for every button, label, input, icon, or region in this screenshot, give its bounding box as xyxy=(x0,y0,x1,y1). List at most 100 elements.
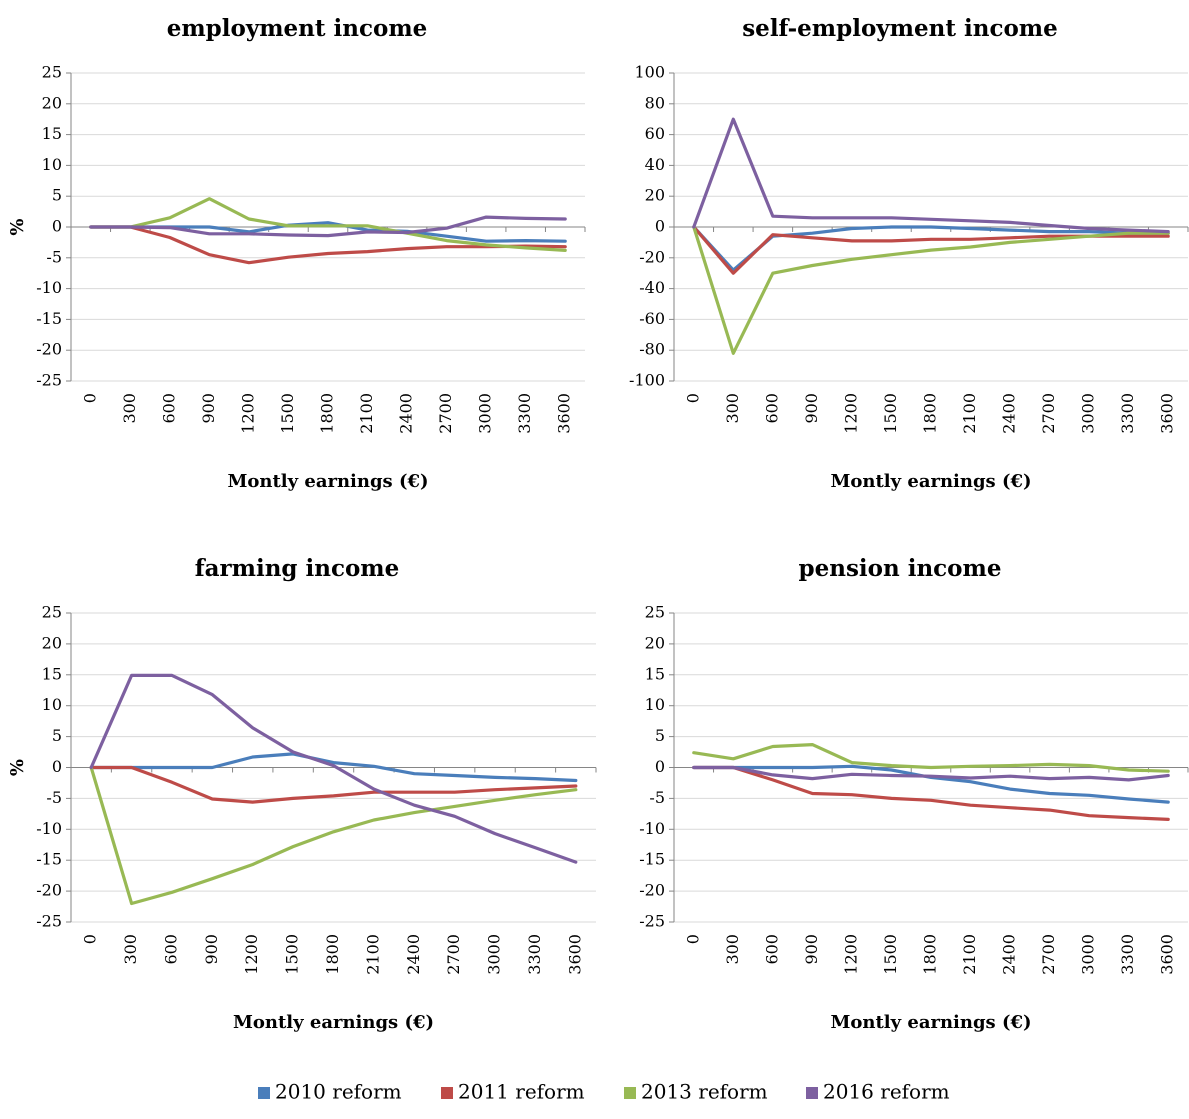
legend-item-2011-reform: 2011 reform xyxy=(441,1080,585,1104)
chart-legend: 2010 reform 2011 reform 2013 reform 2016 re… xyxy=(258,1080,950,1104)
y-tick-label: 20 xyxy=(42,93,62,112)
x-tick-label: 2100 xyxy=(960,393,979,434)
x-tick-label: 1800 xyxy=(318,393,337,434)
y-tick-label: -5 xyxy=(649,788,665,807)
x-tick-label: 3600 xyxy=(555,393,574,434)
chart-panel-farming-income: farming income 25 20 15 10 5 0 -5 -10 -15 -20 -25 0 3… xyxy=(7,555,597,1033)
x-tick-label: 3000 xyxy=(485,934,504,975)
y-tick-label: 100 xyxy=(634,63,665,82)
x-tick-label: 1200 xyxy=(242,934,261,975)
x-tick-label: 0 xyxy=(81,934,100,944)
x-tick-label: 600 xyxy=(762,393,781,424)
x-tick-label: 0 xyxy=(683,934,702,944)
x-tick-label: 600 xyxy=(762,934,781,965)
x-tick-label: 600 xyxy=(159,393,178,424)
chart-panel-employment-income: employment income 25 20 15 10 5 0 -5 -10 -15 -20 -2… xyxy=(7,15,586,492)
x-tick-label: 900 xyxy=(802,393,821,424)
y-tick-label: 5 xyxy=(52,186,62,205)
series-line-2011-reform xyxy=(89,225,567,265)
x-tick-label: 3000 xyxy=(1079,934,1098,975)
x-axis-label: Montly earnings (€) xyxy=(233,1012,434,1033)
y-tick-label: -25 xyxy=(639,912,665,931)
legend-label: 2013 reform xyxy=(641,1080,768,1104)
x-tick-label: 300 xyxy=(120,393,139,424)
y-tick-label: 0 xyxy=(52,757,62,776)
x-tick-label: 600 xyxy=(161,934,180,965)
series-line-2013-reform xyxy=(692,225,1170,355)
x-tick-label: 3600 xyxy=(565,934,584,975)
x-tick-label: 1200 xyxy=(841,393,860,434)
y-tick-label: 5 xyxy=(655,726,665,745)
chart-title: pension income xyxy=(799,555,1002,582)
chart-panel-self-employment-income: self-employment income 100 80 60 40 20 0 -20 -40… xyxy=(629,15,1189,492)
series-line-2013-reform xyxy=(692,742,1170,773)
x-tick-label: 3000 xyxy=(476,393,495,434)
y-tick-label: 25 xyxy=(42,603,62,622)
y-tick-label: -25 xyxy=(36,371,62,390)
y-tick-label: -20 xyxy=(639,881,665,900)
series-line-2010-reform xyxy=(89,752,578,783)
series-line-2010-reform xyxy=(692,764,1170,804)
y-tick-label: 20 xyxy=(645,633,665,652)
x-axis-label: Montly earnings (€) xyxy=(830,471,1031,492)
series-line-2016-reform xyxy=(89,673,578,864)
y-tick-label: -5 xyxy=(46,247,62,266)
x-tick-label: 3600 xyxy=(1158,393,1177,434)
y-tick-label: -10 xyxy=(639,819,665,838)
chart-title: employment income xyxy=(167,15,428,42)
y-tick-label: -25 xyxy=(36,912,62,931)
y-tick-label: 10 xyxy=(42,155,62,174)
x-tick-label: 900 xyxy=(802,934,821,965)
y-tick-label: 25 xyxy=(42,63,62,82)
x-tick-label: 2100 xyxy=(357,393,376,434)
x-tick-label: 3300 xyxy=(1118,934,1137,975)
y-tick-label: -40 xyxy=(639,278,665,297)
x-tick-label: 2400 xyxy=(1000,934,1019,975)
x-tick-label: 300 xyxy=(723,393,742,424)
x-tick-label: 3600 xyxy=(1158,934,1177,975)
y-tick-label: -20 xyxy=(36,340,62,359)
y-tick-label: -15 xyxy=(36,309,62,328)
chart-panel-pension-income: pension income 25 20 15 10 5 0 -5 -10 -15 -20 -25 0 3… xyxy=(639,555,1189,1033)
y-tick-label: 15 xyxy=(42,664,62,683)
x-tick-label: 2400 xyxy=(1000,393,1019,434)
x-tick-label: 1500 xyxy=(283,934,302,975)
legend-swatch xyxy=(441,1087,453,1099)
y-tick-label: 0 xyxy=(655,757,665,776)
x-tick-label: 1500 xyxy=(881,393,900,434)
y-tick-label: -100 xyxy=(629,371,665,390)
y-tick-label: -10 xyxy=(36,278,62,297)
y-tick-label: -15 xyxy=(639,850,665,869)
y-tick-label: 80 xyxy=(645,93,665,112)
y-tick-label: -20 xyxy=(639,247,665,266)
y-tick-label: 5 xyxy=(52,726,62,745)
legend-swatch xyxy=(258,1087,270,1099)
chart-title: self-employment income xyxy=(742,15,1058,42)
x-tick-label: 1800 xyxy=(921,393,940,434)
series-line-2013-reform xyxy=(89,197,567,252)
x-tick-label: 900 xyxy=(199,393,218,424)
x-tick-label: 300 xyxy=(723,934,742,965)
y-axis-label: % xyxy=(7,759,28,776)
x-tick-label: 0 xyxy=(80,393,99,403)
x-axis-label: Montly earnings (€) xyxy=(227,471,428,492)
x-tick-label: 0 xyxy=(683,393,702,403)
y-tick-label: -5 xyxy=(46,788,62,807)
series-line-2011-reform xyxy=(692,765,1170,822)
legend-swatch xyxy=(624,1087,636,1099)
series-line-2013-reform xyxy=(89,765,578,906)
x-tick-label: 2100 xyxy=(960,934,979,975)
y-tick-label: 15 xyxy=(42,124,62,143)
x-tick-label: 1800 xyxy=(323,934,342,975)
x-tick-label: 1500 xyxy=(881,934,900,975)
y-tick-label: -60 xyxy=(639,309,665,328)
legend-label: 2011 reform xyxy=(458,1080,585,1104)
y-tick-label: 20 xyxy=(42,633,62,652)
x-tick-label: 2400 xyxy=(397,393,416,434)
y-tick-label: 25 xyxy=(645,603,665,622)
series-line-2011-reform xyxy=(89,765,578,804)
legend-swatch xyxy=(806,1087,818,1099)
y-tick-label: 20 xyxy=(645,186,665,205)
